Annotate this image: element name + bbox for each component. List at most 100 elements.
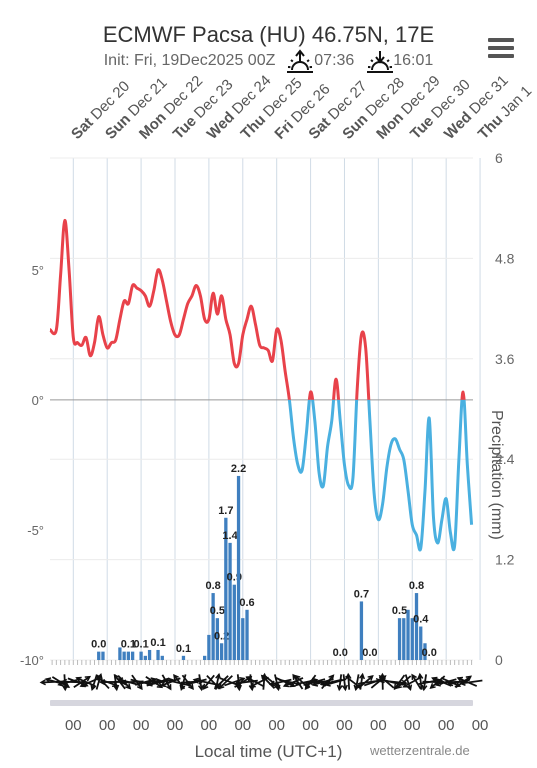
y-axis-left-tick: 0° [32, 393, 44, 408]
wind-arrow-head [44, 677, 52, 684]
precip-bar [241, 618, 245, 660]
wind-arrow [393, 674, 406, 690]
precip-bar [410, 618, 414, 660]
sunrise-time: 07:36 [314, 52, 355, 69]
precip-bar [211, 593, 215, 660]
wind-arrow [261, 675, 276, 689]
wind-arrow-head [156, 682, 164, 689]
precip-data-label: 0.6 [239, 597, 254, 609]
wind-arrow-head [84, 675, 92, 682]
x-axis-bottom-tick: 00 [438, 717, 455, 734]
wind-arrow-head [120, 679, 127, 686]
wind-arrow [344, 675, 361, 689]
wind-arrow [404, 674, 412, 690]
y-axis-right-tick: 3.6 [495, 351, 515, 367]
precip-data-label: 2.2 [231, 463, 246, 475]
wind-arrow-head [188, 683, 194, 690]
wind-arrow-head [90, 684, 97, 692]
precip-data-label: 0.5 [210, 605, 225, 617]
precip-bar [122, 651, 126, 660]
precip-bar [139, 651, 143, 660]
wind-arrow [354, 674, 360, 690]
wind-arrow-head [173, 673, 179, 681]
wind-arrow-head [456, 676, 464, 683]
wind-arrow-head [165, 684, 172, 691]
x-axis-bottom-tick: 00 [133, 717, 150, 734]
scroll-navigator [50, 700, 473, 706]
wind-arrow [73, 675, 91, 689]
wind-arrow-head [417, 672, 424, 680]
wind-arrow [114, 674, 126, 690]
wind-arrow-head [311, 680, 319, 687]
precip-bar [118, 647, 122, 660]
precip-bar [232, 584, 236, 660]
wind-arrow-head [184, 680, 191, 687]
wind-arrow-head [159, 681, 167, 688]
precip-bar [101, 651, 105, 660]
wind-arrow-head [336, 684, 343, 692]
wind-arrow-head [235, 684, 242, 692]
x-axis-bottom-tick: 00 [302, 717, 319, 734]
precip-bar [97, 651, 101, 660]
wind-arrow-head [429, 683, 436, 689]
precip-bar [130, 651, 135, 660]
precip-bar [219, 643, 224, 660]
precip-bar [143, 655, 147, 660]
init-text: Init: Fri, 19Dec2025 00Z [103, 52, 276, 69]
wind-arrow-head [202, 683, 209, 690]
wind-arrow [342, 674, 347, 690]
precip-bar [181, 655, 186, 660]
y-axis-right-title: Precipitation (mm) [488, 410, 505, 540]
x-axis-bottom-tick: 00 [336, 717, 353, 734]
precip-data-label: 0.0 [362, 647, 377, 659]
wind-arrow-head [245, 676, 252, 682]
precip-bar [126, 651, 131, 660]
precip-data-label: 0.5 [392, 605, 407, 617]
wind-arrow-head [218, 683, 225, 690]
wind-arrow-head [136, 683, 143, 691]
precip-bar [207, 634, 211, 660]
x-axis-bottom-tick: 00 [404, 717, 421, 734]
wind-arrow [321, 674, 335, 690]
wind-arrow-head [61, 684, 69, 692]
precip-bar [203, 655, 207, 660]
x-axis-bottom-tick: 00 [268, 717, 285, 734]
y-axis-right-tick: 1.2 [495, 552, 515, 568]
precip-data-label: 0.0 [422, 647, 437, 659]
wind-arrow-head [459, 679, 466, 686]
credits-link[interactable]: wetterzentrale.de [370, 743, 470, 758]
wind-arrow [292, 674, 304, 690]
wind-arrow-head [358, 672, 365, 680]
wind-arrow-head [274, 684, 281, 692]
hamburger-menu-icon[interactable] [488, 38, 514, 60]
wind-arrow-head [341, 684, 348, 692]
wind-arrow [396, 675, 412, 689]
wind-arrow [246, 676, 265, 688]
precip-bar [423, 643, 427, 660]
precip-data-label: 0.0 [333, 647, 348, 659]
wind-arrow [131, 674, 143, 690]
wind-arrow-head [294, 674, 301, 681]
wind-arrow-head [324, 680, 331, 687]
wind-arrow [193, 678, 216, 686]
wind-arrow [214, 675, 229, 689]
x-axis-bottom-tick: 00 [65, 717, 82, 734]
precip-bar [147, 649, 152, 660]
wind-arrow-head [113, 673, 120, 681]
x-axis-title: Local time (UTC+1) [194, 742, 343, 761]
wind-arrow [460, 679, 483, 685]
wind-arrow-head [113, 684, 120, 692]
wind-arrow-head [60, 678, 68, 685]
wind-arrow-head [421, 684, 428, 692]
precip-data-label: 0.1 [176, 643, 191, 655]
wind-arrow-head [306, 679, 313, 686]
precip-bar [406, 609, 410, 660]
wind-arrow-head [213, 683, 221, 690]
y-axis-right-tick: 4.8 [495, 250, 515, 266]
temperature-line-warm [49, 218, 466, 400]
wind-arrow [418, 674, 423, 690]
x-axis-bottom-tick: 00 [234, 717, 251, 734]
precip-data-label: 1.7 [218, 505, 233, 517]
wind-arrow [145, 675, 163, 689]
wind-arrow-head [303, 680, 310, 687]
